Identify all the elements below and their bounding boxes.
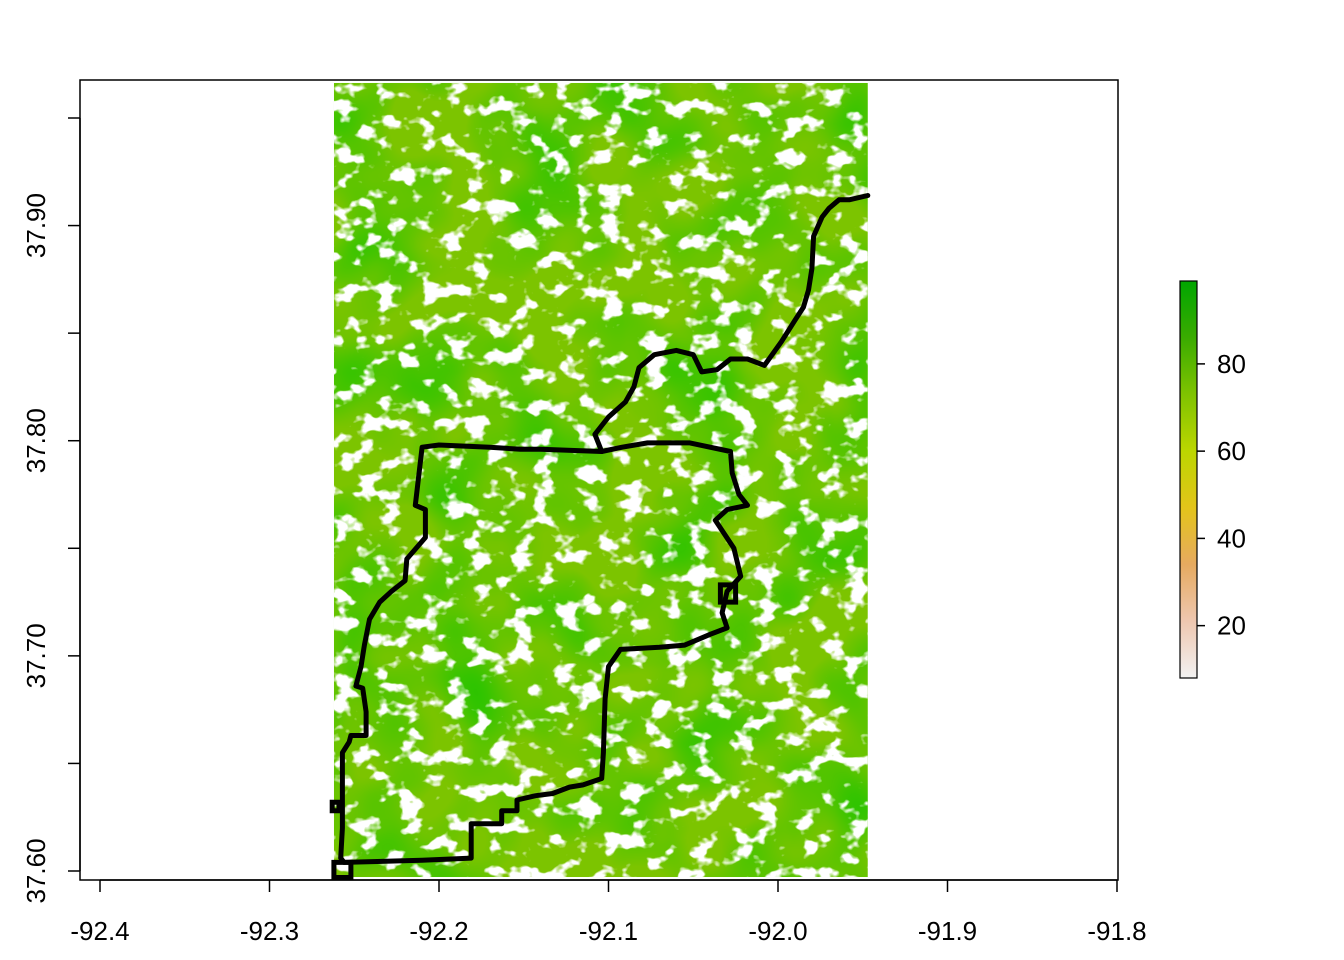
- y-tick-label: 37.90: [21, 193, 51, 258]
- legend-tick-label: 60: [1217, 436, 1246, 466]
- raster-nonforest-patches: [333, 83, 868, 877]
- y-tick-label: 37.70: [21, 623, 51, 688]
- x-tick-label: -92.0: [748, 916, 807, 946]
- y-tick-label: 37.60: [21, 838, 51, 903]
- x-tick-label: -92.2: [409, 916, 468, 946]
- x-tick-label: -92.3: [240, 916, 299, 946]
- y-tick-label: 37.80: [21, 408, 51, 473]
- x-tick-label: -91.8: [1087, 916, 1146, 946]
- legend-tick-label: 80: [1217, 349, 1246, 379]
- boundary-small-polygon-0: [717, 582, 739, 605]
- color-legend: 20 40 60 80: [1179, 280, 1246, 679]
- legend-tick-label: 40: [1217, 523, 1246, 553]
- x-tick-label: -91.9: [918, 916, 977, 946]
- legend-color-bar: [1179, 280, 1198, 679]
- y-axis: 37.60 37.70 37.80 37.90: [21, 117, 81, 904]
- legend-tick-label: 20: [1217, 611, 1246, 641]
- x-tick-label: -92.1: [579, 916, 638, 946]
- boundary-extension-line: [592, 193, 871, 454]
- boundary-layer: [329, 193, 871, 880]
- x-tick-label: -92.4: [70, 916, 129, 946]
- x-axis: -92.4 -92.3 -92.2 -92.1 -92.0 -91.9 -91.8: [70, 879, 1147, 946]
- boundary-small-polygon-1: [331, 859, 354, 880]
- raster-image: [333, 83, 868, 877]
- boundary-outline: [338, 440, 750, 865]
- boundary-small-polygon-2: [329, 799, 342, 814]
